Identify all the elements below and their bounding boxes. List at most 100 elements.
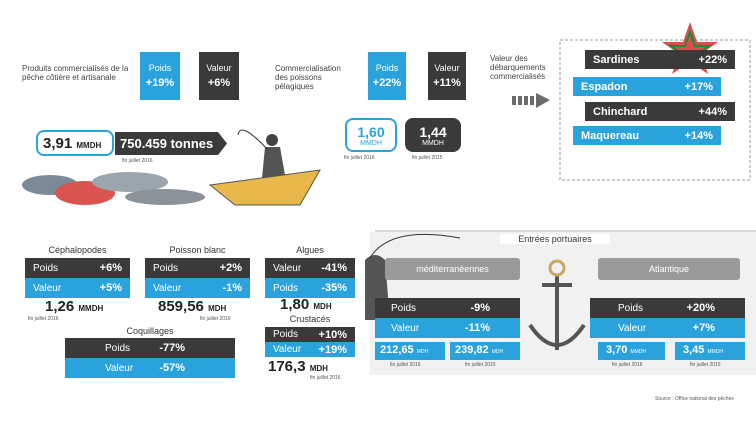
category-row: Valeur +19% [265,342,355,357]
label: Poids [33,262,59,274]
date: fin juillet 2016 [122,158,153,164]
label: Valeur [105,362,134,374]
species: Chinchard [593,105,648,118]
label: Valeur [434,63,460,73]
date: fin juillet 2015 [690,362,721,368]
label: Valeur [273,344,302,355]
value: +19% [318,343,347,356]
date: fin juillet 2016 [200,316,231,322]
date: fin juillet 2015 [412,155,443,161]
category-title: Crustacés [289,314,331,324]
category-title: Poisson blanc [169,245,226,255]
value: -1% [222,282,242,294]
coastal-title: Produits commercialisés de la pêche côti… [22,64,129,82]
landings-title: Valeur des débarquements commercialisés [490,54,546,81]
region-name: méditerranéennes [385,258,520,280]
value: +11% [433,77,461,89]
label: Poids [375,63,399,73]
amount: 1,60 [357,123,385,140]
label: Valeur [273,262,302,274]
region-amount: 239,82 MDH [450,342,520,360]
amount: 3,91 [43,135,73,152]
category-amount: 176,3 MDH [268,358,328,375]
value: -9% [470,302,490,314]
species-row: Chinchard +44% [585,102,735,121]
fish [92,172,168,192]
species-row: Sardines +22% [585,50,735,69]
value: -77% [159,342,185,354]
date: fin juillet 2016 [612,362,643,368]
region-amount: 3,45 MMDH [675,342,745,360]
region-row: Poids +20% [590,298,745,318]
unit: MDH [491,349,504,355]
category-row: Valeur -1% [145,278,250,298]
amount: 3,45 [683,344,705,356]
category-row: Valeur +5% [25,278,130,298]
species-row: Maquereau +14% [573,126,721,145]
anchor [528,275,586,350]
pelagic-value: Valeur +11% [428,52,466,100]
value: +22% [372,77,402,89]
pelagic-amount-2016: 1,60 MMDH [345,118,397,152]
label: Valeur [153,282,182,294]
rod [237,129,269,151]
value: +2% [219,262,242,274]
change: +22% [698,53,727,66]
label: Poids [148,63,172,73]
fisherman [262,147,285,178]
change: +44% [698,105,727,118]
unit: MMDH [707,349,724,355]
value: +7% [692,322,715,334]
region-row: Valeur -11% [375,318,520,338]
date: fin juillet 2016 [344,155,375,161]
coastal-tonnage: 750.459 tonnes [115,132,227,155]
coastal-value: Valeur +6% [199,52,239,100]
species: Maquereau [581,129,640,142]
region-row: Poids -9% [375,298,520,318]
pelagic-weight: Poids +22% [368,52,406,100]
ports-title: Entrées portuaires [500,234,610,244]
category-amount: 859,56 MDH [158,298,226,315]
unit: MDH [208,304,227,313]
label: Poids [618,302,644,314]
category-row: Valeur -41% [265,258,355,278]
category-row: Valeur -57% [65,358,235,378]
value: -57% [159,362,185,374]
date: fin juillet 2015 [465,362,496,368]
category-row: Poids +2% [145,258,250,278]
label: Poids [273,329,299,340]
unit: MDH [309,364,328,373]
unit: MDH [416,349,429,355]
date: fin juillet 2016 [310,375,341,381]
unit: MMDH [422,139,444,147]
amount: 3,70 [606,344,628,356]
category-row: Poids +10% [265,327,355,342]
category-amount: 1,26 MMDH [45,298,103,315]
region-name: Atlantique [598,258,740,280]
label: Valeur [618,322,647,334]
source: Source : Office national des pêches [655,396,734,402]
unit: MMDH [630,349,647,355]
value: +10% [318,328,347,341]
date: fin juillet 2016 [28,316,59,322]
change: +17% [684,80,713,93]
change: +14% [684,129,713,142]
species-row: Espadon +17% [573,77,721,96]
arrow [512,93,550,108]
category-title: Coquillages [126,326,174,336]
date: fin juillet 2016 [390,362,421,368]
value: +20% [686,302,715,314]
label: Poids [153,262,179,274]
amount: 1,26 [45,298,75,315]
amount: 212,65 [380,344,414,356]
rope [548,259,566,277]
category-row: Poids -77% [65,338,235,358]
category-title: Algues [296,245,324,255]
coastal-weight: Poids +19% [140,52,180,100]
category-row: Poids +6% [25,258,130,278]
value: +5% [99,282,122,294]
amount: 1,44 [419,123,447,140]
unit: MMDH [76,141,102,150]
region-amount: 3,70 MMDH [598,342,665,360]
amount: 239,82 [455,344,489,356]
